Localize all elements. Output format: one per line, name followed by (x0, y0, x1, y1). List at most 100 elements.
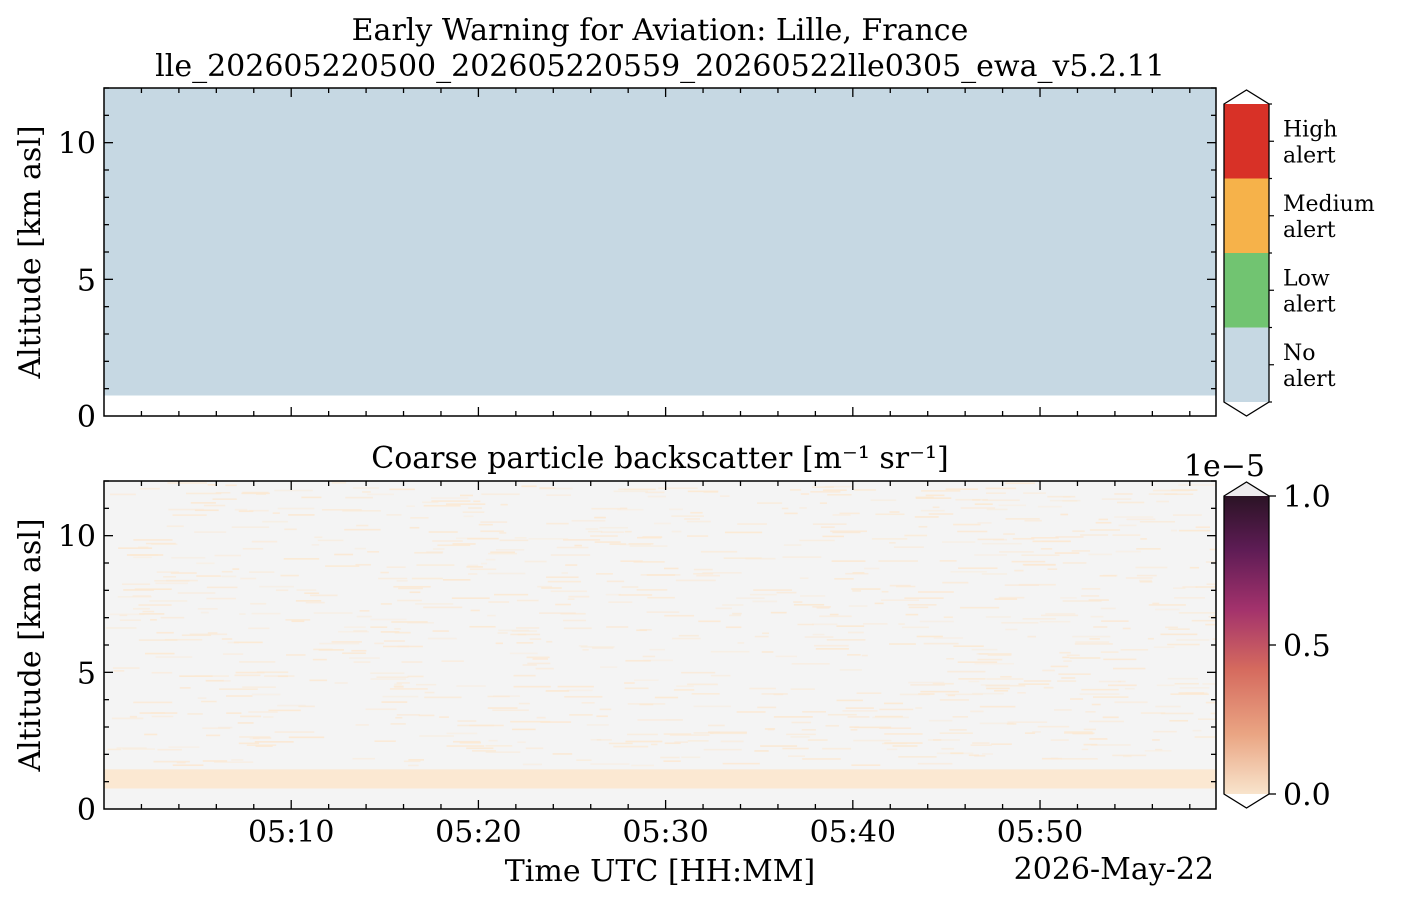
alert-colorbar-label: No (1283, 341, 1316, 366)
alert-colorbar-segment (1224, 327, 1269, 402)
backscatter-speckle (311, 544, 320, 546)
backscatter-speckle (687, 683, 718, 686)
backscatter-speckle (675, 579, 716, 582)
backscatter-speckle (1005, 482, 1036, 485)
backscatter-speckle (1060, 597, 1077, 599)
backscatter-speckle (786, 733, 816, 736)
backscatter-speckle (981, 573, 1008, 575)
backscatter-speckle (133, 556, 152, 559)
backscatter-speckle (304, 592, 320, 595)
backscatter-speckle (145, 542, 176, 545)
backscatter-speckle (1112, 534, 1141, 536)
backscatter-speckle (155, 656, 193, 658)
backscatter-speckle (355, 563, 371, 566)
backscatter-speckle (874, 602, 884, 605)
backscatter-speckle (789, 489, 802, 491)
backscatter-speckle (958, 567, 998, 570)
backscatter-speckle (1112, 667, 1146, 670)
backscatter-speckle (970, 710, 984, 713)
backscatter-speckle (1101, 498, 1132, 500)
backscatter-speckle (1170, 529, 1178, 532)
backscatter-speckle (331, 481, 347, 484)
backscatter-speckle (950, 571, 987, 573)
backscatter-speckle (566, 689, 593, 692)
backscatter-speckle (629, 545, 668, 547)
backscatter-speckle (251, 612, 281, 615)
backscatter-speckle (203, 504, 226, 507)
backscatter-speckle (893, 546, 924, 548)
backscatter-speckle (1012, 537, 1035, 540)
backscatter-speckle (524, 560, 547, 563)
backscatter-speckle (155, 582, 188, 585)
backscatter-speckle (1047, 495, 1076, 498)
backscatter-speckle (608, 742, 633, 745)
backscatter-speckle (109, 493, 136, 496)
backscatter-speckle (974, 503, 993, 505)
alert-y-tick-label: 0 (77, 400, 96, 435)
backscatter-speckle (214, 554, 241, 557)
backscatter-speckle (723, 557, 762, 559)
backscatter-speckle (994, 598, 1018, 600)
backscatter-speckle (470, 609, 480, 612)
backscatter-speckle (628, 543, 654, 545)
backscatter-speckle (1049, 499, 1081, 502)
backscatter-speckle (408, 759, 424, 761)
backscatter-y-tick-label: 0 (77, 793, 96, 828)
backscatter-speckle (122, 748, 155, 750)
backscatter-speckle (251, 693, 281, 696)
backscatter-speckle (1139, 580, 1153, 583)
backscatter-speckle (221, 638, 233, 640)
backscatter-speckle (1089, 720, 1124, 723)
backscatter-speckle (784, 512, 798, 515)
backscatter-speckle (512, 728, 536, 731)
backscatter-speckle (532, 658, 548, 660)
backscatter-speckle (1118, 524, 1137, 527)
backscatter-speckle (318, 649, 344, 651)
backscatter-speckle (237, 722, 254, 724)
backscatter-speckle (708, 724, 725, 727)
backscatter-speckle (259, 585, 295, 588)
backscatter-speckle (1173, 587, 1186, 590)
backscatter-speckle (1064, 731, 1093, 733)
backscatter-speckle (952, 715, 969, 718)
backscatter-speckle (851, 588, 881, 590)
backscatter-speckle (606, 626, 629, 628)
backscatter-speckle (151, 543, 178, 546)
backscatter-speckle (142, 610, 155, 613)
backscatter-speckle (820, 526, 835, 528)
backscatter-speckle (1117, 501, 1145, 504)
alert-no-alert-fill (104, 88, 1216, 396)
backscatter-speckle (397, 645, 410, 648)
backscatter-speckle (283, 558, 320, 560)
backscatter-speckle (132, 607, 150, 610)
backscatter-speckle (367, 493, 394, 496)
backscatter-speckle (816, 606, 830, 609)
alert-colorbar-label: alert (1283, 143, 1336, 168)
backscatter-speckle (446, 732, 478, 735)
backscatter-speckle (933, 739, 942, 741)
backscatter-speckle (991, 743, 1012, 745)
backscatter-speckle (987, 654, 1012, 656)
backscatter-speckle (239, 613, 246, 615)
backscatter-speckle (700, 550, 738, 553)
backscatter-speckle (380, 571, 389, 574)
backscatter-speckle (319, 642, 360, 645)
backscatter-speckle (423, 606, 463, 609)
backscatter-speckle (380, 631, 400, 633)
backscatter-speckle (485, 558, 496, 561)
backscatter-speckle (1023, 680, 1052, 682)
backscatter-speckle (196, 575, 221, 577)
backscatter-speckle (761, 651, 774, 653)
backscatter-speckle (1136, 548, 1161, 550)
alert-colorbar-label: Medium (1283, 192, 1375, 217)
backscatter-speckle (613, 745, 649, 748)
backscatter-speckle (1047, 568, 1058, 570)
backscatter-speckle (139, 712, 178, 714)
backscatter-speckle (949, 729, 967, 731)
backscatter-speckle (202, 727, 231, 730)
backscatter-speckle (432, 630, 449, 632)
backscatter-speckle (234, 674, 261, 677)
backscatter-speckle (939, 699, 970, 701)
backscatter-speckle (401, 661, 423, 663)
backscatter-speckle (982, 753, 994, 755)
